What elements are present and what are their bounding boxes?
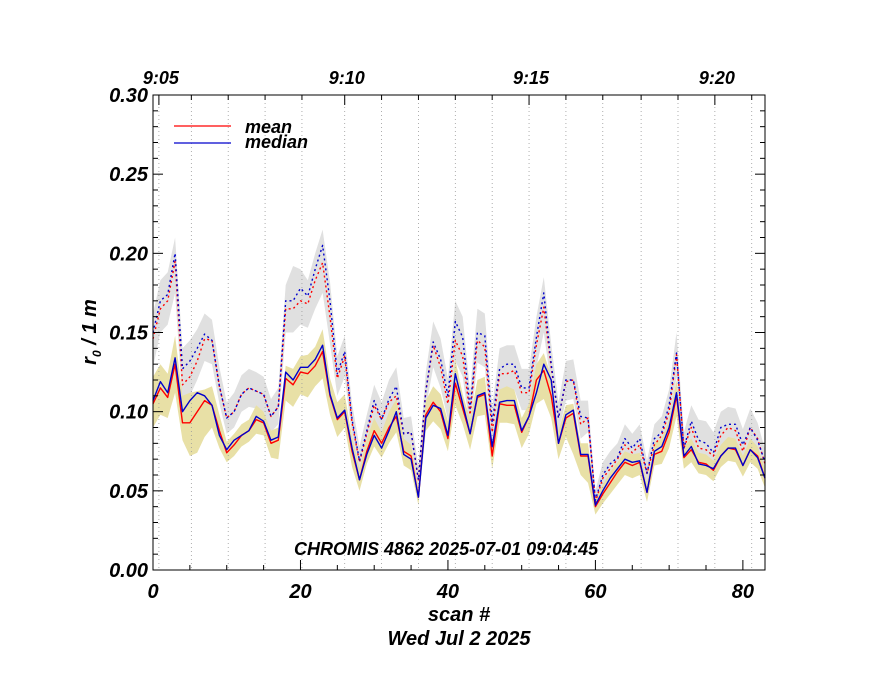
axis-ticks	[152, 94, 765, 571]
y-axis-label-sub: 0	[90, 350, 104, 357]
confidence-bands	[153, 229, 765, 515]
y-tick-label: 0.25	[109, 164, 149, 186]
x-tick-label: 20	[288, 581, 311, 603]
y-tick-label: 0.20	[109, 243, 148, 265]
y-tick-label: 0.00	[109, 560, 148, 582]
series-mean	[152, 350, 766, 508]
y-axis-label-unit: / 1 m	[79, 299, 101, 350]
time-tick-label: 9:15	[513, 68, 550, 88]
time-tick-label: 9:10	[329, 68, 365, 88]
series-median-dotted	[152, 244, 766, 501]
y-axis-label: r0 / 1 m	[79, 299, 104, 365]
time-tick-label: 9:20	[699, 68, 735, 88]
time-tick-label: 9:05	[143, 68, 180, 88]
legend-mean-label: mean	[245, 117, 292, 137]
series-mean-dotted	[152, 260, 766, 503]
y-tick-label: 0.30	[109, 85, 148, 107]
x-tick-label: 60	[584, 581, 606, 603]
band-dotted-range	[153, 229, 765, 509]
y-tick-label: 0.15	[109, 323, 149, 345]
y-axis-label-r: r	[79, 356, 101, 365]
x-axis-date: Wed Jul 2 2025	[387, 628, 531, 650]
x-tick-label: 0	[147, 581, 158, 603]
y-tick-label: 0.05	[109, 481, 149, 503]
chart-annotation: CHROMIS 4862 2025-07-01 09:04:45	[294, 539, 599, 559]
axis-tick-labels: 0.00 0.05 0.10 0.15 0.20 0.25 0.30 0 20 40 60 80 9:0…	[109, 68, 754, 603]
x-tick-label: 40	[436, 581, 459, 603]
legend: mean median	[174, 117, 308, 152]
x-tick-label: 80	[732, 581, 754, 603]
legend-median-label: median	[245, 132, 308, 152]
data-series	[152, 244, 766, 508]
x-axis-label: scan #	[428, 604, 491, 626]
series-median	[152, 344, 766, 506]
y-tick-label: 0.10	[109, 402, 148, 424]
band-solid-range	[153, 329, 765, 515]
